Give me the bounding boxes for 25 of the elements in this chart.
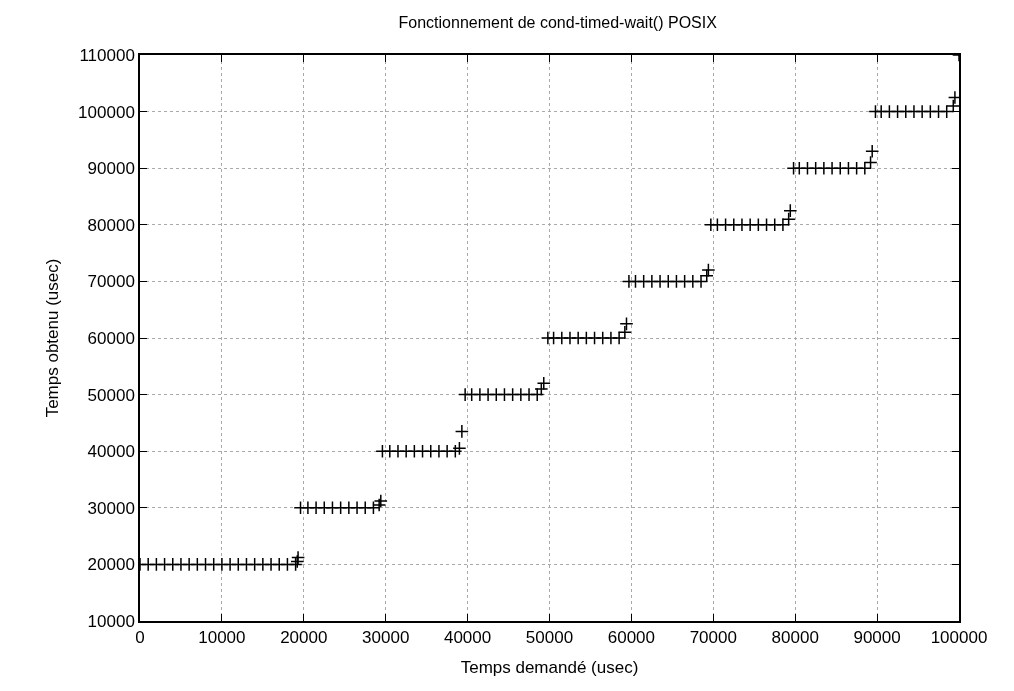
y-tick-label: 100000: [78, 102, 135, 122]
chart-title: Fonctionnement de cond-timed-wait() POSIX: [398, 14, 718, 32]
y-tick-label: 110000: [79, 45, 135, 65]
x-tick-label: 90000: [853, 628, 901, 648]
y-tick-label: 80000: [87, 215, 135, 235]
x-tick-label: 0: [135, 628, 145, 648]
y-tick-label: 10000: [87, 611, 135, 631]
x-tick-label: 60000: [607, 628, 656, 648]
x-tick-label: 70000: [689, 628, 737, 648]
x-tick-label: 30000: [362, 628, 410, 648]
x-tick-label: 100000: [930, 628, 988, 648]
y-tick-label: 20000: [87, 555, 135, 575]
x-tick-label: 40000: [443, 628, 492, 648]
x-axis-title: Temps demandé (usec): [460, 658, 639, 678]
x-tick-label: 10000: [198, 628, 246, 648]
x-tick-label: 50000: [525, 628, 574, 648]
y-tick-label: 90000: [87, 159, 135, 179]
y-axis-title: Temps obtenu (usec): [43, 258, 63, 418]
y-tick-label: 40000: [87, 442, 135, 462]
y-tick-label: 30000: [87, 498, 135, 518]
x-tick-label: 80000: [771, 628, 819, 648]
y-tick-label: 50000: [87, 385, 135, 405]
y-tick-label: 70000: [87, 272, 135, 292]
x-tick-label: 20000: [280, 628, 328, 648]
y-tick-label: 60000: [87, 328, 135, 348]
